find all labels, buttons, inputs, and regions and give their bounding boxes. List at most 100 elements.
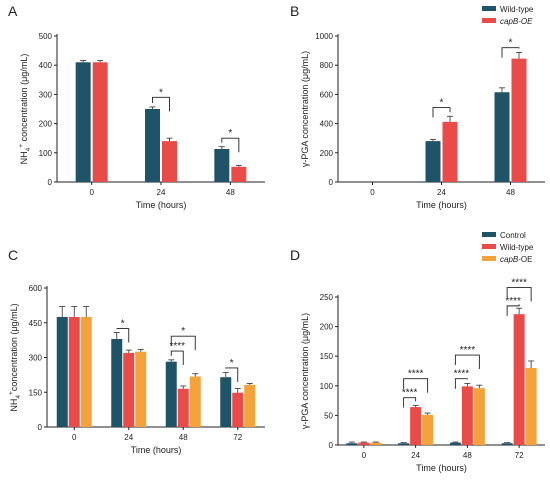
panel-letter: D (290, 247, 300, 263)
y-tick-label: 50 (324, 411, 333, 420)
bar-ctrl-24 (398, 443, 410, 445)
x-tick-label: 48 (463, 451, 472, 460)
bar-ctrl-0 (346, 443, 358, 445)
x-tick-label: 24 (157, 188, 166, 197)
y-tick-label: 450 (29, 319, 43, 328)
significance-label: **** (505, 296, 521, 307)
x-tick-label: 72 (515, 451, 524, 460)
y-tick-label: 800 (320, 61, 334, 70)
y-axis-title: NH4+ concentration (μg/mL) (18, 54, 32, 165)
significance-bracket (454, 378, 468, 389)
significance-label: * (440, 98, 444, 109)
bar-wt-24 (145, 109, 160, 182)
bar-ctrl-48 (449, 442, 461, 445)
bar-wt-24 (425, 141, 441, 182)
bar-wt-48 (177, 388, 189, 427)
x-tick-label: 48 (179, 433, 188, 442)
bar-oe-24 (162, 141, 177, 182)
y-tick-label: 150 (29, 388, 43, 397)
significance-label: * (121, 319, 125, 330)
legend-label-oe: capB-OE (500, 255, 532, 264)
y-tick-label: 400 (39, 61, 53, 70)
bar-oe-48 (511, 58, 527, 182)
significance-label: * (509, 38, 513, 49)
significance-bracket (225, 367, 239, 382)
panel-letter: A (8, 3, 18, 19)
y-tick-label: 600 (320, 90, 334, 99)
significance-label: * (230, 358, 234, 369)
bar-oe-72 (525, 368, 537, 445)
significance-bracket (454, 354, 480, 370)
significance-bracket (501, 47, 520, 58)
legend-swatch-wt (482, 244, 496, 249)
bar-oe-24 (422, 414, 434, 445)
legend-swatch-oe (482, 256, 496, 261)
y-tick-label: 200 (320, 149, 334, 158)
bar-oe-0 (370, 442, 382, 445)
y-tick-label: 0 (329, 178, 334, 187)
bar-oe-0 (80, 316, 92, 427)
significance-bracket (152, 96, 170, 112)
y-tick-label: 0 (48, 178, 53, 187)
bar-oe-0 (92, 62, 108, 182)
bar-wt-0 (75, 62, 91, 182)
significance-bracket (432, 107, 451, 118)
bar-wt-24 (123, 352, 135, 427)
significance-bracket (170, 335, 196, 351)
significance-bracket (403, 397, 417, 408)
bar-ctrl-24 (111, 338, 123, 427)
significance-label: **** (511, 278, 527, 289)
chart-panel-d: D 0 50 100 150 200 250 0 24 48 72 Time (hours) γ-PGA… (290, 231, 545, 473)
panel-letter: C (8, 247, 18, 263)
legend-label-ctrl: Control (500, 231, 526, 240)
bar-ctrl-48 (165, 361, 177, 427)
significance-label: **** (454, 369, 470, 380)
y-tick-label: 500 (39, 32, 53, 41)
legend-swatch-wt (482, 6, 496, 11)
bar-wt-0 (68, 316, 80, 427)
significance-label: * (181, 326, 185, 337)
significance-bracket (170, 350, 184, 366)
significance-bracket (221, 137, 240, 153)
significance-bracket (506, 304, 520, 316)
y-tick-label: 150 (320, 352, 334, 361)
bar-wt-48 (494, 92, 510, 182)
panel-letter: B (290, 3, 299, 19)
bar-wt-48 (461, 386, 473, 445)
significance-bracket (506, 287, 532, 302)
x-axis-title: Time (hours) (416, 200, 467, 210)
y-axis-title: γ-PGA concentration (μg/mL) (300, 313, 310, 429)
x-tick-label: 24 (411, 451, 420, 460)
y-tick-label: 200 (320, 323, 334, 332)
y-tick-label: 300 (29, 354, 43, 363)
bar-oe-48 (189, 376, 201, 427)
y-tick-label: 200 (39, 120, 53, 129)
legend-swatch-ctrl (482, 232, 496, 237)
x-tick-label: 0 (362, 451, 367, 460)
significance-label: **** (460, 345, 476, 356)
legend-label-oe: capB-OE (500, 17, 533, 26)
legend: Control Wild-type capB-OE (482, 231, 534, 264)
y-tick-label: 100 (320, 382, 334, 391)
x-tick-label: 0 (370, 188, 375, 197)
x-tick-label: 24 (437, 188, 446, 197)
bar-wt-48 (214, 149, 230, 182)
bar-wt-24 (410, 407, 422, 445)
bar-oe-24 (442, 121, 458, 182)
x-tick-label: 48 (506, 188, 515, 197)
legend-swatch-oe (482, 18, 496, 23)
bar-wt-0 (358, 442, 370, 445)
y-tick-label: 0 (329, 441, 334, 450)
x-tick-label: 48 (226, 188, 235, 197)
y-tick-label: 300 (39, 90, 53, 99)
bar-ctrl-0 (56, 316, 68, 427)
bar-wt-72 (232, 392, 244, 427)
x-tick-label: 24 (124, 433, 133, 442)
significance-label: **** (408, 369, 424, 380)
significance-bracket (403, 378, 429, 393)
significance-label: **** (169, 341, 185, 352)
y-axis-title: γ-PGA concentration (μg/mL) (300, 51, 310, 167)
bar-ctrl-72 (501, 443, 513, 445)
legend: Wild-type capB-OE (482, 5, 534, 26)
